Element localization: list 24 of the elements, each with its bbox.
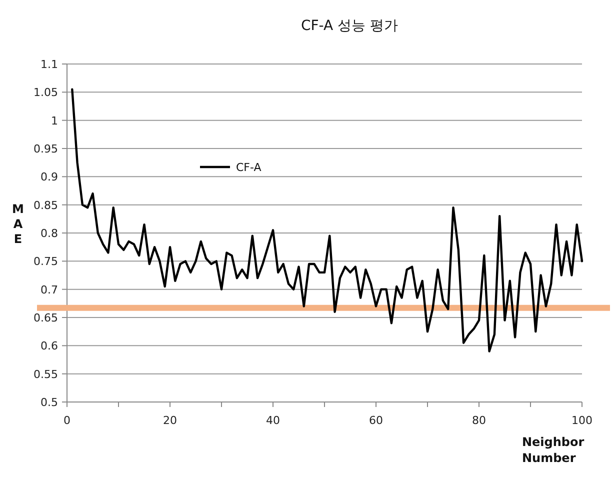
y-tick-label: 0.5 (40, 396, 58, 409)
y-tick-label: 0.65 (34, 312, 58, 324)
x-tick-label: 60 (369, 414, 383, 427)
x-tick-label: 80 (472, 414, 486, 427)
y-tick-label: 0.6 (40, 340, 58, 353)
y-tick-label: 0.85 (34, 198, 58, 212)
legend-label: CF-A (236, 161, 262, 174)
y-tick-label: 0.7 (40, 283, 58, 296)
y-tick-label: 1.1 (40, 58, 58, 71)
y-tick-label: 0.8 (40, 227, 58, 240)
chart-title: CF-A 성능 평가 (300, 18, 398, 34)
line-series (71, 88, 584, 352)
y-axis-title: MAE (12, 202, 24, 246)
y-tick-label: 0.75 (34, 255, 58, 268)
x-tick-label: 20 (163, 414, 177, 427)
y-tick-label: 1.05 (34, 86, 58, 100)
x-axis-title: Neighbor Number (522, 435, 588, 465)
x-tick-label: 100 (572, 414, 592, 427)
y-tick-label: 0.55 (34, 368, 58, 381)
x-tick-label: 40 (266, 414, 280, 427)
y-tick-label: 1 (51, 114, 58, 128)
y-tick-label: 0.95 (34, 142, 58, 156)
y-tick-label: 0.9 (40, 170, 58, 184)
x-tick-label: 0 (64, 414, 70, 427)
